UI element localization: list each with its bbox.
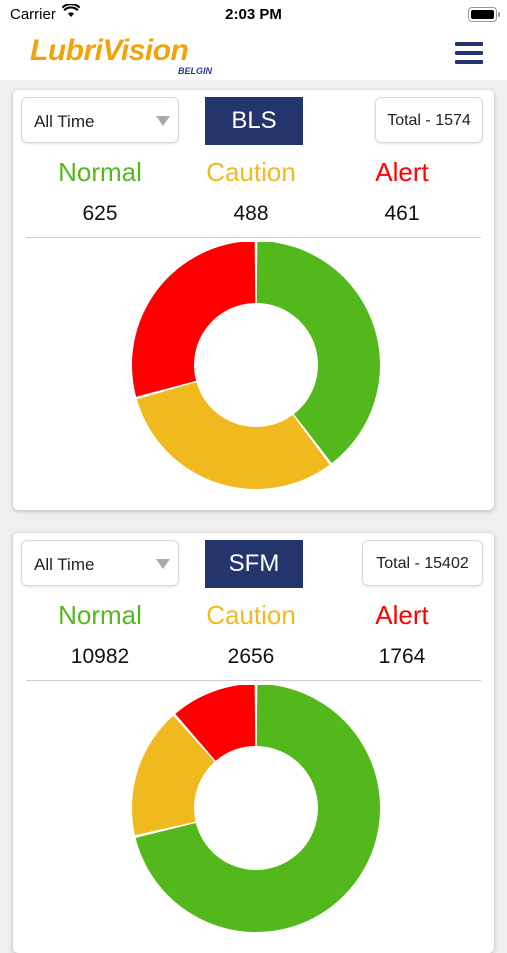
normal-segment <box>135 685 381 932</box>
divider <box>26 680 481 681</box>
alert-count: 461 <box>384 202 420 225</box>
total-box: Total - 1574 <box>375 97 483 143</box>
caret-down-icon <box>156 116 170 126</box>
time-filter-value: All Time <box>34 112 95 131</box>
alert-label: Alert <box>375 600 429 630</box>
app-header: LubriVision BELGIN <box>0 30 507 80</box>
summary-card-bls: All Time BLS Total - 1574 Normal Caution… <box>13 90 494 510</box>
normal-label: Normal <box>58 600 142 630</box>
time-filter-value: All Time <box>34 555 95 574</box>
normal-count: 10982 <box>70 645 130 668</box>
divider <box>26 237 481 238</box>
hamburger-icon[interactable] <box>455 42 483 64</box>
time-filter-select[interactable]: All Time <box>21 540 179 586</box>
total-box: Total - 15402 <box>362 540 483 586</box>
wifi-icon <box>62 4 80 17</box>
alert-segment <box>175 685 256 761</box>
caution-count: 488 <box>233 202 269 225</box>
alert-segment <box>132 242 256 397</box>
caution-segment <box>136 382 330 489</box>
battery-icon <box>468 7 500 22</box>
summary-card-sfm: All Time SFM Total - 15402 Normal Cautio… <box>13 533 494 953</box>
normal-count: 625 <box>82 202 118 225</box>
status-bar: Carrier 2:03 PM <box>0 0 507 30</box>
logo-subtitle: BELGIN <box>178 66 213 76</box>
caution-label: Caution <box>206 600 296 630</box>
caution-label: Caution <box>206 157 296 187</box>
app-logo: LubriVision <box>30 34 189 67</box>
clock: 2:03 PM <box>225 6 282 23</box>
alert-label: Alert <box>375 157 429 187</box>
normal-segment <box>256 242 380 464</box>
donut-chart <box>132 242 380 489</box>
time-filter-select[interactable]: All Time <box>21 97 179 143</box>
donut-chart <box>132 685 381 932</box>
caution-count: 2656 <box>227 645 275 668</box>
category-badge: BLS <box>205 97 303 145</box>
caret-down-icon <box>156 559 170 569</box>
caution-segment <box>132 715 215 836</box>
alert-count: 1764 <box>378 645 426 668</box>
normal-label: Normal <box>58 157 142 187</box>
category-badge: SFM <box>205 540 303 588</box>
carrier-label: Carrier <box>10 6 56 23</box>
